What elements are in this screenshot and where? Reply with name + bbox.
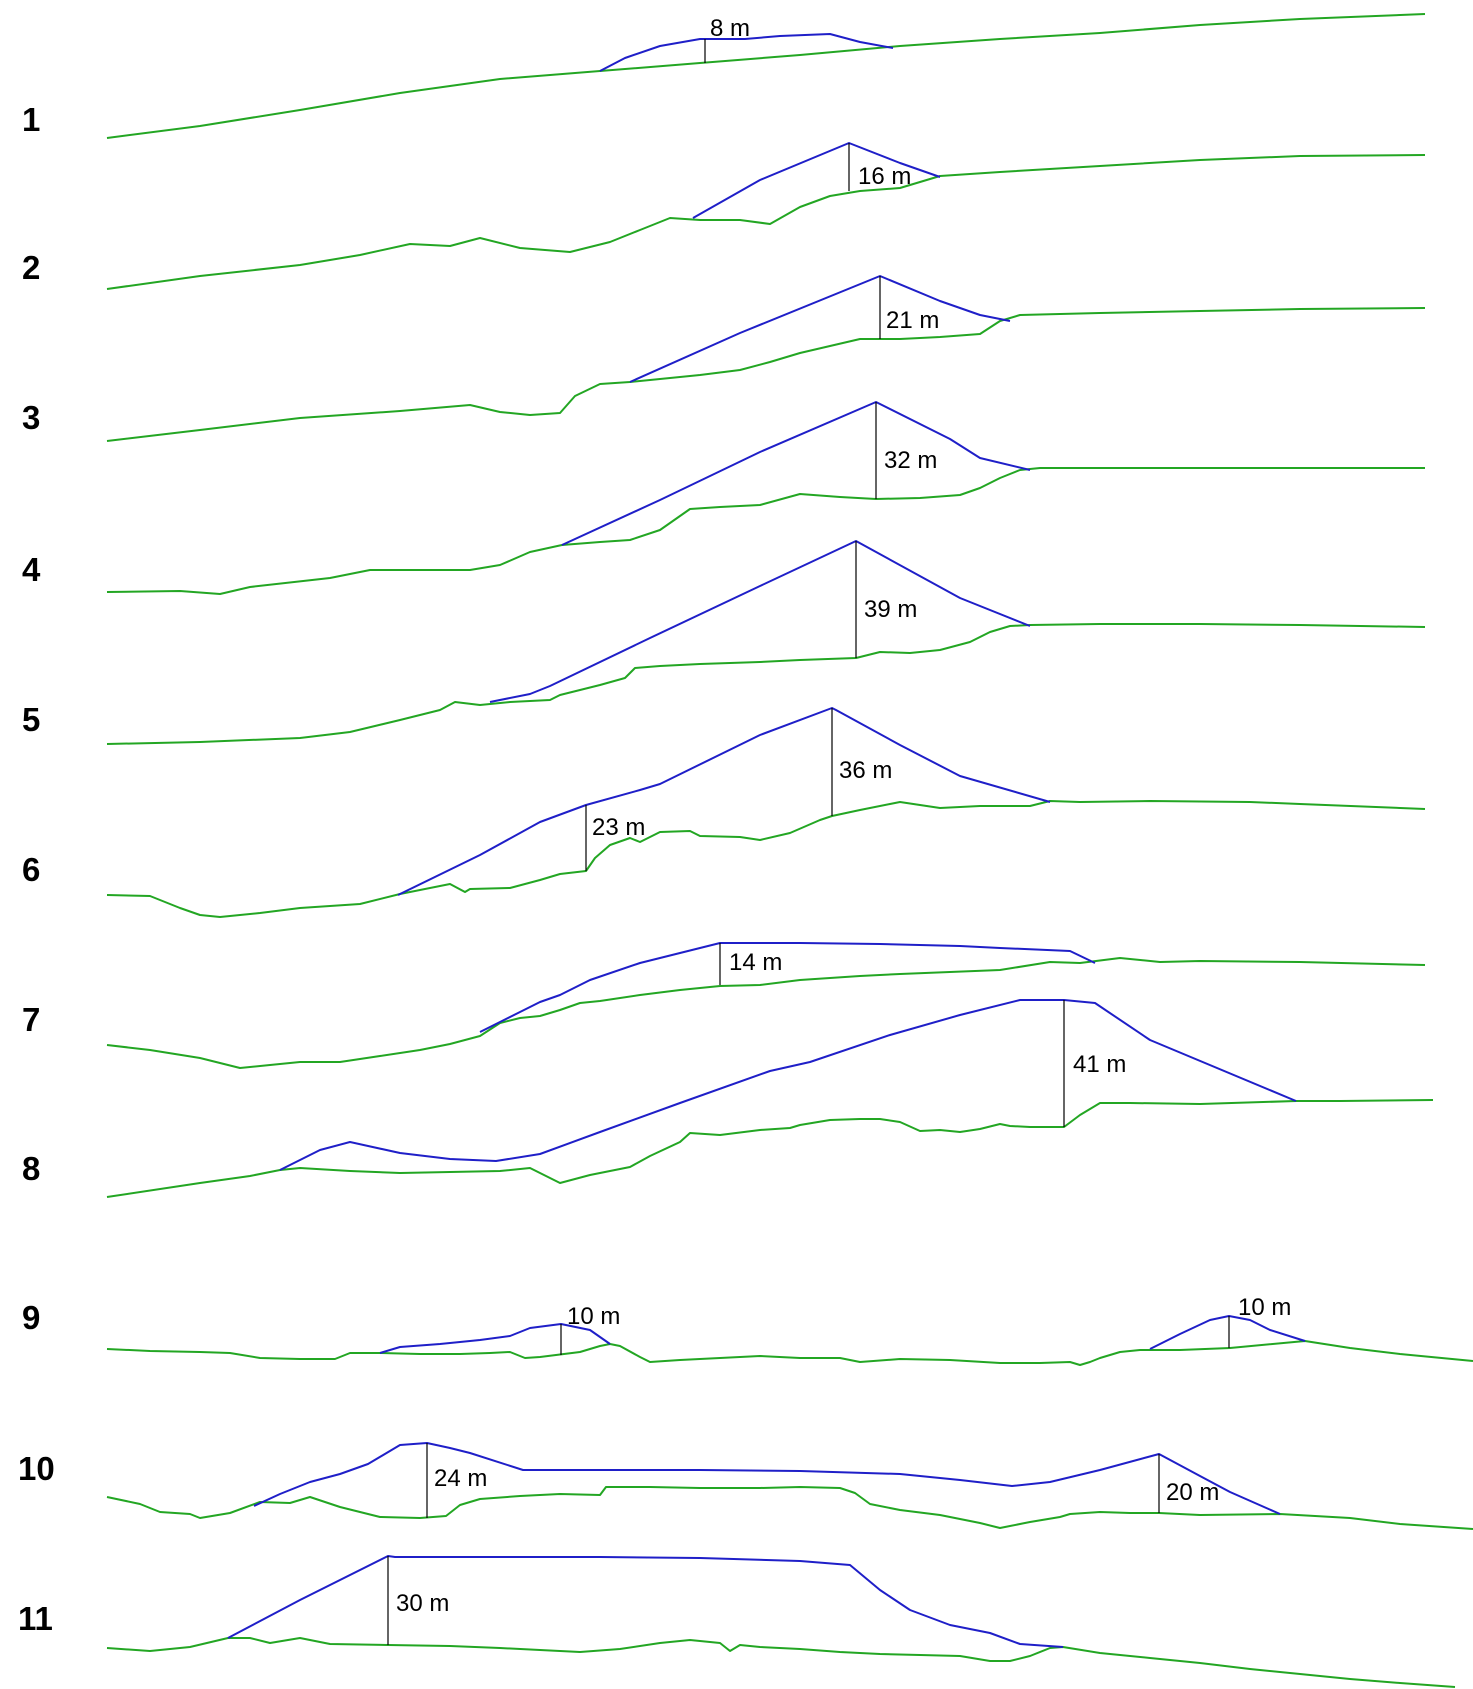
profile-number-1: 1 <box>22 101 40 138</box>
profile-9: 9 10 m 10 m <box>22 1294 1473 1366</box>
profile-4: 4 32 m <box>22 401 1425 595</box>
moraine-line-9a <box>379 1323 611 1354</box>
profile-1: 1 8 m <box>22 13 1426 139</box>
profile-number-11: 11 <box>18 1600 53 1637</box>
ground-line-8 <box>106 1099 1434 1198</box>
ground-line-11 <box>106 1637 1456 1688</box>
height-label-5: 39 m <box>864 596 917 623</box>
height-label-3: 21 m <box>886 307 939 334</box>
profile-number-7: 7 <box>22 1001 40 1038</box>
moraine-line-3 <box>629 275 1011 383</box>
ground-line-7 <box>106 957 1426 1069</box>
profile-5: 5 39 m <box>22 540 1426 745</box>
profile-number-5: 5 <box>22 701 40 738</box>
height-label-11: 30 m <box>396 1590 449 1617</box>
height-label-6b: 23 m <box>592 814 645 841</box>
ground-line-10 <box>106 1486 1473 1530</box>
ground-line-3 <box>106 307 1426 442</box>
profile-6: 6 36 m 23 m <box>22 707 1426 918</box>
profile-11: 11 30 m <box>18 1555 1456 1688</box>
profile-number-4: 4 <box>22 551 41 588</box>
height-label-4: 32 m <box>884 447 937 474</box>
profile-10: 10 24 m 20 m <box>18 1442 1473 1530</box>
height-label-7: 14 m <box>729 949 782 976</box>
height-label-9a: 10 m <box>567 1303 620 1330</box>
height-label-10b: 20 m <box>1166 1479 1219 1506</box>
moraine-line-6 <box>397 707 1051 896</box>
moraine-line-8 <box>279 999 1297 1171</box>
height-label-6a: 36 m <box>839 757 892 784</box>
ground-line-6 <box>106 800 1426 918</box>
ground-line-1 <box>106 13 1426 139</box>
ground-line-5 <box>106 623 1426 745</box>
profile-7: 7 14 m <box>22 942 1426 1069</box>
profile-number-10: 10 <box>18 1450 55 1487</box>
moraine-line-10 <box>253 1442 1281 1515</box>
profile-number-8: 8 <box>22 1150 40 1187</box>
moraine-line-1 <box>599 33 894 72</box>
profile-2: 2 16 m <box>22 142 1426 290</box>
ground-line-9 <box>106 1340 1473 1366</box>
height-label-2: 16 m <box>858 163 911 190</box>
height-label-8: 41 m <box>1073 1051 1126 1078</box>
ground-line-2 <box>106 154 1426 290</box>
profile-number-9: 9 <box>22 1299 40 1336</box>
moraine-line-4 <box>561 401 1031 546</box>
profile-number-6: 6 <box>22 851 40 888</box>
height-label-1: 8 m <box>710 15 750 42</box>
profile-8: 8 41 m <box>22 999 1434 1198</box>
height-label-9b: 10 m <box>1238 1294 1291 1321</box>
profile-number-3: 3 <box>22 399 40 436</box>
profile-3: 3 21 m <box>22 275 1426 442</box>
moraine-line-7 <box>479 942 1096 1033</box>
moraine-line-5 <box>489 540 1031 703</box>
profile-number-2: 2 <box>22 249 40 286</box>
height-label-10a: 24 m <box>434 1465 487 1492</box>
moraine-line-11 <box>227 1555 1064 1648</box>
ground-line-4 <box>106 467 1425 595</box>
